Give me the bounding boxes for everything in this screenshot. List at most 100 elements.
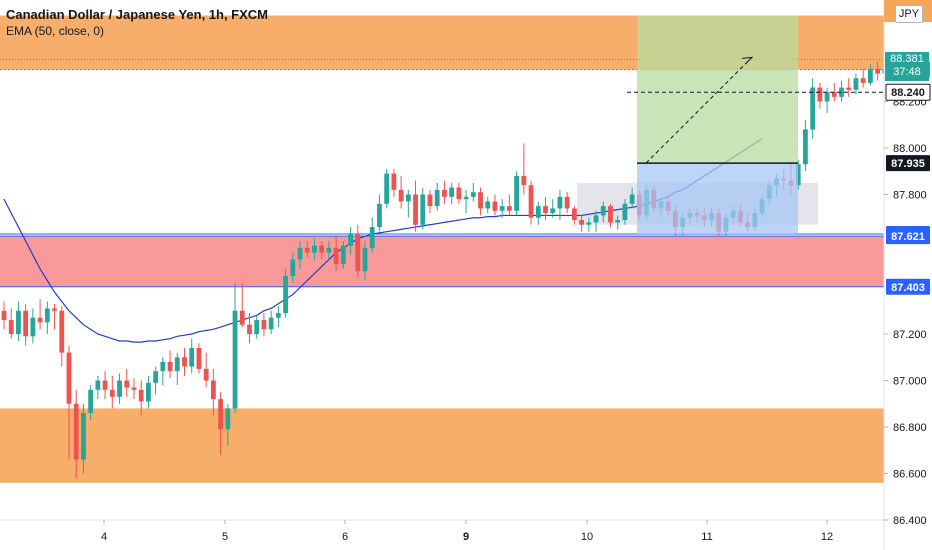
candle xyxy=(846,78,852,97)
y-tick-label: 86.600 xyxy=(893,469,927,481)
candle-body xyxy=(860,78,866,83)
candle-body xyxy=(225,408,231,430)
candle xyxy=(1,301,7,330)
candle-body xyxy=(283,275,288,314)
candle-body xyxy=(355,234,361,272)
price-axis: 88.20088.00087.80087.20087.00086.80086.6… xyxy=(883,0,932,550)
candle xyxy=(622,199,628,225)
candle xyxy=(88,385,94,421)
candle xyxy=(218,392,223,455)
current-price-value: 88.381 xyxy=(890,53,924,65)
candle xyxy=(449,182,455,204)
candle xyxy=(131,378,137,400)
candle-body xyxy=(297,247,303,260)
candle xyxy=(398,175,404,209)
candle xyxy=(586,217,592,232)
candle xyxy=(535,201,541,225)
candle-body xyxy=(52,308,57,311)
candle-body xyxy=(73,403,79,460)
candle xyxy=(275,306,281,328)
candle-body xyxy=(66,352,72,404)
candle-body xyxy=(398,189,404,202)
candle-body xyxy=(535,206,541,218)
y-tick-label: 86.800 xyxy=(893,422,927,434)
candle xyxy=(521,143,527,195)
candle-body xyxy=(348,234,353,246)
price-tag-label: 87.403 xyxy=(891,282,925,294)
candle-body xyxy=(514,175,520,211)
candle xyxy=(839,80,844,102)
candle-body xyxy=(608,206,613,223)
candle-body xyxy=(268,317,274,330)
candle-body xyxy=(391,173,397,190)
price-axis-bg xyxy=(884,0,932,550)
y-tick-label: 86.400 xyxy=(893,515,927,527)
candle-body xyxy=(326,247,332,253)
candle xyxy=(810,78,816,139)
candle-body xyxy=(160,361,166,372)
candle-body xyxy=(803,129,808,165)
candle xyxy=(853,73,859,95)
candle xyxy=(528,180,534,225)
candle-body xyxy=(579,220,584,225)
candle xyxy=(109,375,115,409)
candle-body xyxy=(868,68,873,83)
candle xyxy=(333,236,339,272)
currency-button[interactable]: JPY xyxy=(895,5,923,23)
candle-body xyxy=(362,247,368,272)
candle-body xyxy=(138,389,144,402)
candle xyxy=(30,308,36,344)
candle xyxy=(268,310,274,334)
candle-body xyxy=(8,320,14,334)
candle-body xyxy=(463,196,469,200)
candle xyxy=(413,180,418,232)
candle xyxy=(463,189,469,214)
candle-body xyxy=(333,247,339,265)
candle xyxy=(405,189,411,218)
x-tick-label: 5 xyxy=(222,531,228,543)
candle-body xyxy=(586,222,592,225)
candle-body xyxy=(319,245,325,253)
candle xyxy=(124,368,130,397)
candle xyxy=(514,171,520,216)
candle xyxy=(860,68,866,88)
indicator-label[interactable]: EMA (50, close, 0) xyxy=(6,24,105,38)
candle xyxy=(254,315,260,339)
candle-body xyxy=(492,201,498,211)
candle-body xyxy=(16,310,21,334)
candle xyxy=(146,375,151,409)
candle-body xyxy=(261,320,267,330)
price-tag-label: 88.240 xyxy=(891,87,925,99)
candle xyxy=(290,252,296,283)
candle-body xyxy=(521,175,527,186)
candle-body xyxy=(247,324,252,334)
candle-body xyxy=(290,259,296,276)
candle-body xyxy=(550,208,556,214)
candle xyxy=(167,350,173,379)
ema-layer xyxy=(3,138,763,343)
candle-body xyxy=(817,87,823,102)
candle xyxy=(831,82,837,102)
candle-body xyxy=(470,192,476,197)
candle-body xyxy=(795,164,801,186)
ema-line xyxy=(3,138,763,343)
candle-body xyxy=(340,245,346,265)
candle-body xyxy=(312,245,317,253)
candle xyxy=(442,180,447,204)
candle xyxy=(196,343,202,374)
candle-body xyxy=(95,380,101,390)
price-tag-label: 87.621 xyxy=(891,231,925,243)
candle-body xyxy=(210,380,216,400)
candle-body xyxy=(543,206,548,214)
candle-body xyxy=(146,382,151,402)
price-tag xyxy=(885,83,931,101)
candle xyxy=(875,61,881,81)
candle xyxy=(456,182,462,204)
candle-body xyxy=(304,247,310,253)
trend-line xyxy=(645,56,753,164)
candle-body xyxy=(557,196,563,209)
candle xyxy=(189,338,195,374)
candle xyxy=(615,215,621,230)
candle xyxy=(16,301,21,341)
